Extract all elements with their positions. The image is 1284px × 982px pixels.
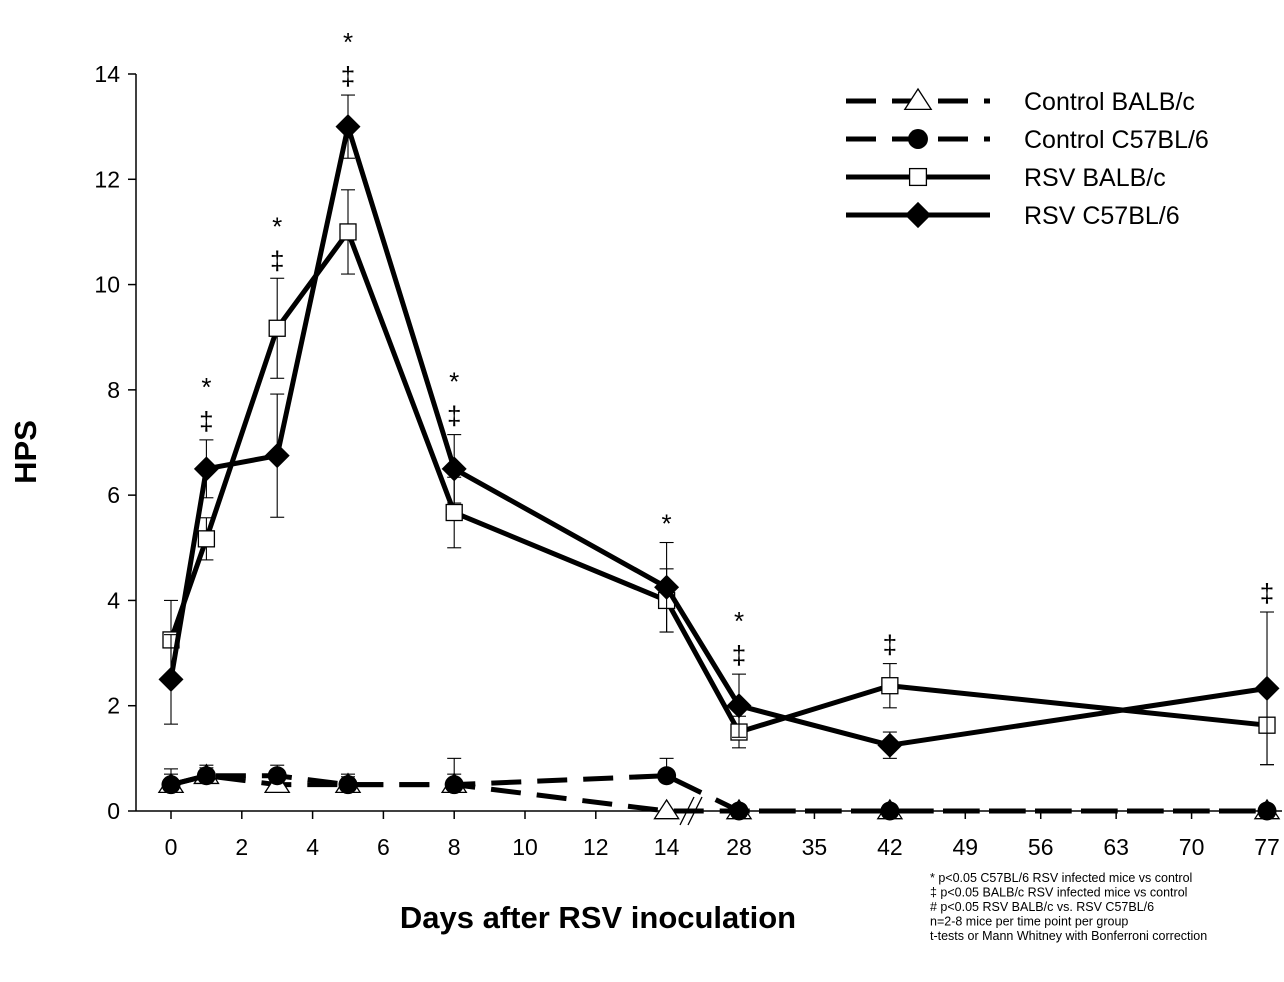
significance-marker: ‡ [341, 61, 355, 91]
marker-diamond [726, 693, 752, 719]
x-tick-label: 77 [1254, 834, 1280, 860]
x-tick-label: 35 [802, 834, 828, 860]
legend-entry: Control C57BL/6 [846, 126, 1209, 154]
legend-label: RSV C57BL/6 [1024, 202, 1180, 230]
significance-marker: * [272, 211, 282, 241]
y-tick-label: 6 [107, 482, 120, 508]
marker-circle [729, 801, 749, 821]
marker-square [268, 319, 286, 337]
marker-circle [267, 766, 287, 786]
legend-entry: RSV C57BL/6 [846, 201, 1180, 230]
marker-square [339, 223, 357, 241]
x-tick-label: 14 [654, 834, 680, 860]
x-tick-label: 6 [377, 834, 390, 860]
marker-diamond [158, 666, 184, 692]
significance-marker: ‡ [1260, 578, 1274, 608]
x-axis-title: Days after RSV inoculation [400, 900, 796, 935]
footnote-line: ‡ p<0.05 BALB/c RSV infected mice vs con… [930, 886, 1187, 900]
y-tick-label: 0 [107, 798, 120, 824]
marker-triangle [653, 798, 680, 820]
marker-circle [1257, 801, 1277, 821]
x-tick-label: 70 [1179, 834, 1205, 860]
marker-square [881, 677, 899, 695]
x-tick-label: 4 [306, 834, 319, 860]
significance-marker: * [343, 27, 353, 57]
marker-circle [196, 766, 216, 786]
y-tick-label: 14 [94, 61, 120, 87]
x-tick-label: 8 [448, 834, 461, 860]
significance-marker: * [662, 509, 672, 539]
marker-square [445, 503, 463, 522]
legend-label: Control C57BL/6 [1024, 126, 1209, 154]
legend-label: Control BALB/c [1024, 88, 1195, 116]
legend-label: RSV BALB/c [1024, 164, 1166, 192]
marker-triangle [903, 87, 933, 111]
x-tick-label: 12 [583, 834, 609, 860]
marker-diamond [877, 732, 903, 758]
footnote-line: # p<0.05 RSV BALB/c vs. RSV C57BL/6 [930, 900, 1154, 914]
marker-diamond [441, 456, 467, 482]
series-line [168, 229, 1268, 735]
y-axis-title: HPS [8, 420, 43, 484]
series-control-c57bl-6 [161, 757, 1277, 821]
marker-circle [880, 801, 900, 821]
marker-square [908, 167, 928, 187]
series-rsv-balb-c [162, 189, 1276, 766]
x-tick-label: 56 [1028, 834, 1054, 860]
y-tick-label: 10 [94, 272, 120, 298]
y-tick-label: 4 [107, 587, 120, 613]
significance-marker: * [201, 372, 211, 402]
marker-diamond [335, 114, 361, 140]
footnotes: * p<0.05 C57BL/6 RSV infected mice vs co… [930, 871, 1207, 943]
footnote-line: * p<0.05 C57BL/6 RSV infected mice vs co… [930, 871, 1192, 885]
marker-diamond [654, 574, 680, 600]
y-tick-label: 12 [94, 166, 120, 192]
marker-diamond [904, 201, 932, 229]
y-tick-label: 2 [107, 693, 120, 719]
marker-circle [161, 775, 181, 795]
x-tick-label: 49 [952, 834, 978, 860]
legend-entry: Control BALB/c [846, 87, 1195, 116]
x-tick-label: 63 [1103, 834, 1129, 860]
legend: Control BALB/c Control C57BL/6 RSV BALB/c R… [846, 87, 1209, 230]
y-tick-label: 8 [107, 377, 120, 403]
marker-diamond [264, 443, 290, 469]
significance-marker: ‡ [732, 640, 746, 670]
marker-circle [657, 766, 677, 786]
series-layer: ‡ * ‡ * ‡ * ‡ * * ‡ * ‡ ‡ [157, 27, 1281, 821]
marker-diamond [193, 456, 219, 482]
significance-marker: ‡ [447, 401, 461, 431]
x-tick-label: 42 [877, 834, 903, 860]
marker-circle [444, 775, 464, 795]
footnote-line: n=2-8 mice per time point per group [930, 915, 1128, 929]
footnote-line: t-tests or Mann Whitney with Bonferroni … [930, 929, 1207, 943]
marker-diamond [1254, 675, 1280, 701]
marker-circle [908, 129, 928, 149]
significance-marker: * [449, 367, 459, 397]
significance-marker: ‡ [270, 245, 284, 275]
significance-marker: ‡ [199, 406, 213, 436]
series-rsv-c57bl-6 [158, 94, 1280, 766]
x-tick-label: 10 [512, 834, 538, 860]
series-line [170, 773, 1268, 814]
x-tick-label: 2 [235, 834, 248, 860]
x-tick-label: 28 [726, 834, 752, 860]
marker-square [197, 530, 216, 548]
marker-circle [338, 775, 358, 795]
legend-entry: RSV BALB/c [846, 164, 1166, 192]
significance-marker: * [734, 606, 744, 636]
axes: 0 2 4 6 8 10 12 14 0 2 4 6 8 10 12 14 28 35 42 49 56 63 70 77 [94, 61, 1282, 860]
x-tick-label: 0 [165, 834, 178, 860]
significance-marker: ‡ [883, 630, 897, 660]
